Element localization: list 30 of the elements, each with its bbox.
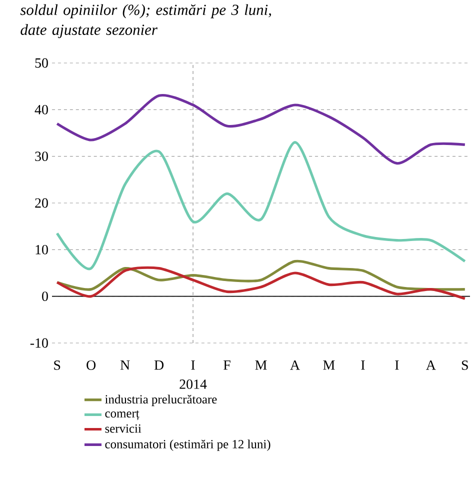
legend-label: industria prelucrătoare (105, 394, 217, 406)
legend-label: consumatori (estimări pe 12 luni) (105, 440, 270, 451)
x-tick-label: S (54, 360, 60, 370)
y-tick-label: 0 (42, 292, 48, 302)
x-tick-label: I (191, 360, 195, 370)
x-tick-label: O (86, 360, 96, 370)
legend-label: comerț (105, 410, 140, 420)
x-tick-label: I (361, 360, 365, 370)
legend-label: servicii (105, 424, 142, 433)
chart-title: soldul opiniilor (%); estimări pe 3 luni, date ajustate sezonier (20, 4, 272, 38)
x-tick-label: M (255, 360, 267, 370)
line-series (56, 141, 466, 270)
text: 2014 (180, 380, 207, 389)
line-series (56, 94, 466, 165)
x-tick-label: F (224, 360, 230, 370)
y-tick-label: 40 (34, 104, 48, 114)
x-tick-label: D (154, 360, 164, 370)
x-tick-label: I (395, 360, 399, 370)
x-tick-label: A (290, 360, 300, 370)
y-tick-label: 50 (35, 58, 48, 68)
line-series (56, 260, 466, 291)
x-tick-label: A (426, 360, 436, 370)
x-tick-label: S (462, 360, 468, 370)
y-tick-label: 30 (35, 152, 48, 162)
y-tick-label: 10 (36, 244, 48, 254)
y-tick-label: -10 (30, 338, 48, 348)
x-tick-label: N (120, 360, 130, 370)
x-tick-label: M (323, 360, 335, 370)
y-tick-label: 20 (35, 198, 48, 208)
line-series (56, 266, 466, 300)
